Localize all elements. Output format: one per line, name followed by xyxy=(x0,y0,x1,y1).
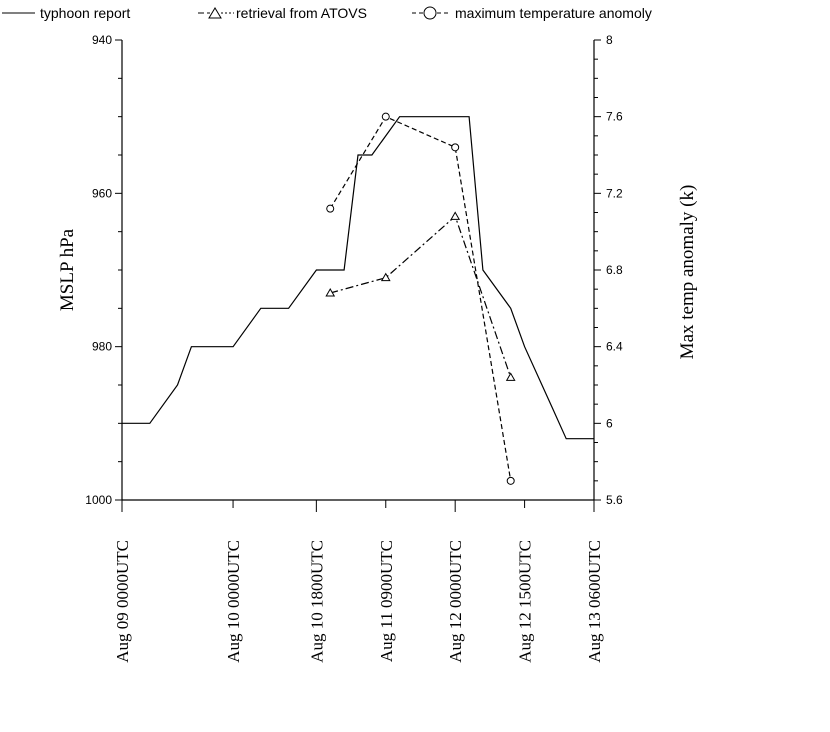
x-tick-label: Aug 09 0000UTC xyxy=(113,540,132,663)
point-triangle xyxy=(325,287,336,297)
x-tick-label: Aug 12 0000UTC xyxy=(446,540,465,663)
legend-entry-typhoon-report: typhoon report xyxy=(2,5,130,21)
left-tick-label: 1000 xyxy=(85,493,112,507)
point-circle xyxy=(506,476,515,485)
x-tick-label: Aug 13 0600UTC xyxy=(585,540,604,663)
y-left-axis-title: MSLP hPa xyxy=(57,228,78,311)
point-triangle xyxy=(380,272,391,282)
right-tick-label: 6.8 xyxy=(606,263,623,277)
series-typhoon-report xyxy=(122,116,594,440)
left-axis-ticks: 940 960 980 1000 xyxy=(85,33,122,507)
point-triangle xyxy=(450,211,461,220)
point-circle xyxy=(326,204,335,213)
point-circle xyxy=(451,143,460,152)
legend-marker-circle xyxy=(423,6,437,20)
axes xyxy=(121,40,595,501)
point-triangle xyxy=(505,372,516,381)
right-axis-ticks: 8 7.6 7.2 6.8 6.4 6 5.6 xyxy=(594,33,623,507)
legend-entry-atovs: retrieval from ATOVS xyxy=(198,5,367,21)
right-tick-label: 7.2 xyxy=(606,186,623,200)
x-axis-ticks: Aug 09 0000UTC Aug 10 0000UTC Aug 10 1800U… xyxy=(113,500,604,663)
legend-entry-max-temp: maximum temperature anomoly xyxy=(412,5,652,21)
series-line-maximum-temperature-anomoly xyxy=(329,115,512,481)
x-tick-label: Aug 11 0900UTC xyxy=(377,540,396,662)
right-tick-label: 7.6 xyxy=(606,110,623,124)
x-tick-label: Aug 10 0000UTC xyxy=(224,540,243,663)
legend-marker-triangle xyxy=(208,7,222,19)
series-layer xyxy=(122,112,594,485)
right-tick-label: 8 xyxy=(606,33,613,47)
series-line-typhoon-report xyxy=(122,116,594,440)
x-tick-label: Aug 12 1500UTC xyxy=(516,540,535,663)
legend-label-typhoon-report: typhoon report xyxy=(40,5,130,21)
left-tick-label: 940 xyxy=(92,33,112,47)
legend: typhoon report retrieval from ATOVS maxi… xyxy=(2,5,652,21)
y-right-axis-title: Max temp anomaly (k) xyxy=(677,185,698,360)
left-tick-label: 980 xyxy=(92,340,112,354)
x-tick-label: Aug 10 1800UTC xyxy=(307,540,326,663)
right-tick-label: 5.6 xyxy=(606,493,623,507)
right-tick-label: 6 xyxy=(606,416,613,430)
right-tick-label: 6.4 xyxy=(606,340,623,354)
point-circle xyxy=(381,112,390,121)
series-line-retrieval-from-atovs xyxy=(330,215,512,378)
left-tick-label: 960 xyxy=(92,186,112,200)
legend-label-max-temp: maximum temperature anomoly xyxy=(455,5,652,21)
series-retrieval-from-atovs xyxy=(325,211,516,381)
series-maximum-temperature-anomoly xyxy=(326,112,515,485)
legend-label-atovs: retrieval from ATOVS xyxy=(236,5,367,21)
